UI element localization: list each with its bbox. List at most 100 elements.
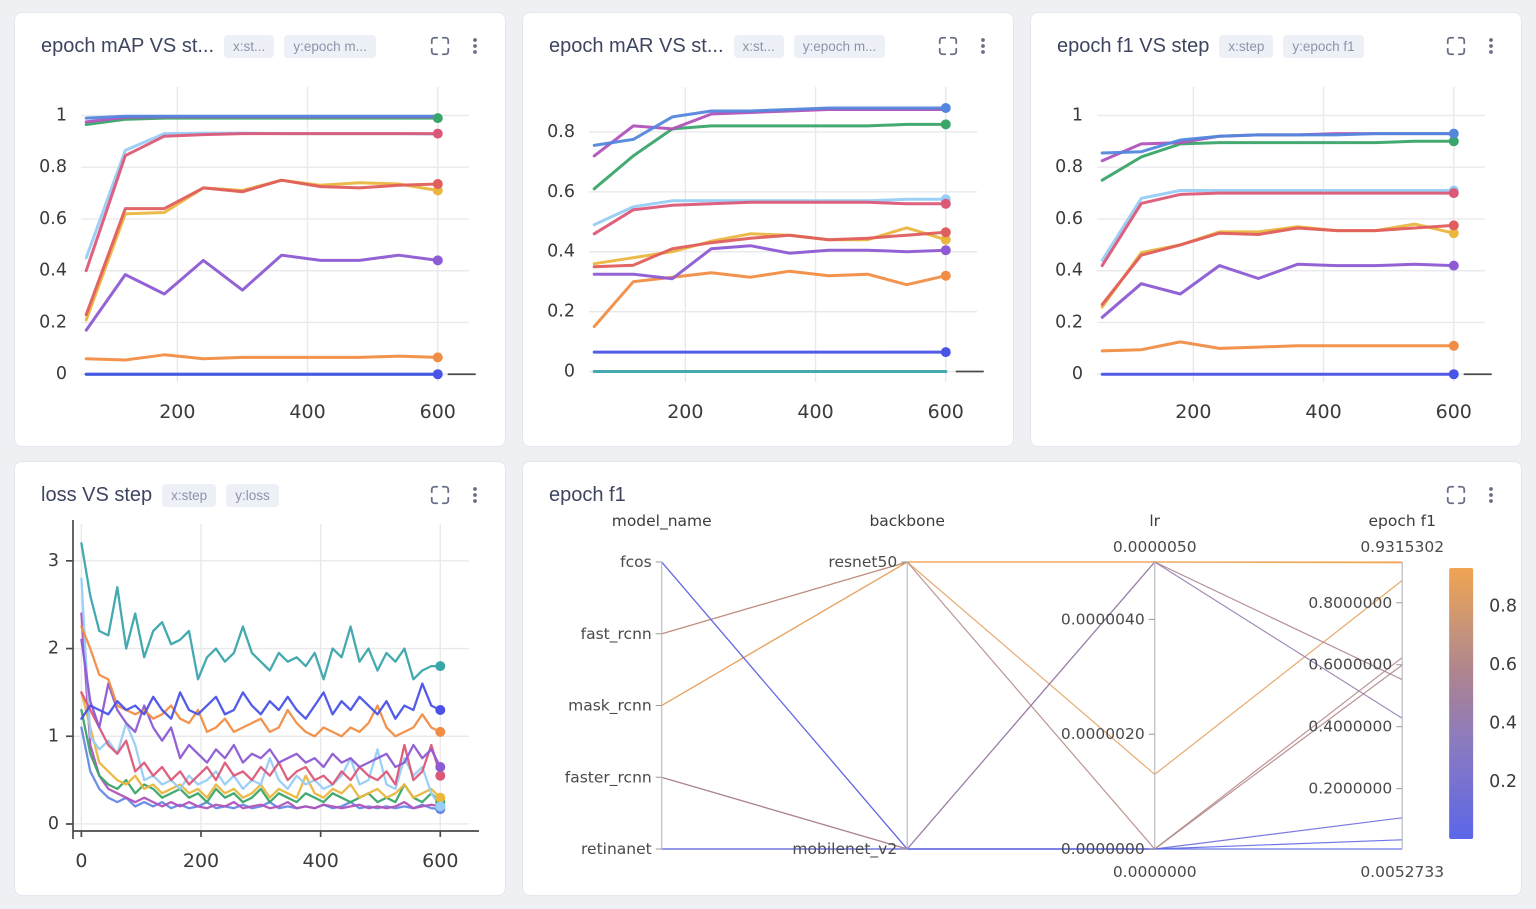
svg-text:600: 600 — [1436, 401, 1472, 423]
svg-text:0: 0 — [48, 814, 59, 834]
svg-text:600: 600 — [928, 401, 964, 423]
svg-text:0.2000000: 0.2000000 — [1308, 780, 1392, 798]
fullscreen-icon — [430, 485, 450, 505]
svg-text:0.2: 0.2 — [1055, 312, 1083, 332]
panel-header: loss VS step x:step y:loss — [15, 462, 505, 510]
panel-title: epoch f1 — [549, 483, 626, 506]
panel-menu-button[interactable] — [463, 483, 487, 507]
kebab-icon — [981, 38, 985, 54]
panel-menu-button[interactable] — [1479, 483, 1503, 507]
svg-text:fast_rcnn: fast_rcnn — [581, 625, 652, 644]
svg-text:600: 600 — [420, 401, 456, 423]
kebab-icon — [473, 38, 477, 54]
svg-text:epoch f1: epoch f1 — [1369, 512, 1436, 530]
parallel-chart[interactable]: model_name fcos fast_rcnn mask_rcnn faster_r… — [523, 510, 1521, 895]
kebab-icon — [1489, 487, 1493, 503]
panel-title: loss VS step — [41, 483, 153, 506]
x-axis-tag: x:step — [162, 483, 217, 507]
svg-text:0.6: 0.6 — [547, 182, 575, 202]
svg-text:lr: lr — [1149, 512, 1160, 530]
svg-text:0.0000040: 0.0000040 — [1061, 610, 1145, 628]
svg-text:400: 400 — [289, 401, 325, 423]
svg-text:retinanet: retinanet — [581, 840, 652, 858]
fullscreen-button[interactable] — [935, 33, 961, 59]
panel-title: epoch f1 VS step — [1057, 34, 1210, 57]
svg-text:200: 200 — [183, 850, 219, 872]
svg-text:0.4: 0.4 — [547, 242, 575, 262]
panel-epoch-map: epoch mAP VS st... x:st... y:epoch m... … — [14, 12, 506, 447]
svg-text:400: 400 — [1305, 401, 1341, 423]
y-axis-tag: y:loss — [226, 483, 279, 507]
svg-text:0: 0 — [56, 364, 67, 384]
panel-parallel-coordinates: epoch f1 model_name fcos fast_rcnn mask_rcn… — [522, 461, 1522, 896]
svg-text:0.0000000: 0.0000000 — [1061, 840, 1145, 858]
fullscreen-button[interactable] — [427, 33, 453, 59]
svg-text:0.6000000: 0.6000000 — [1308, 656, 1392, 674]
svg-text:400: 400 — [303, 850, 339, 872]
svg-text:0.2: 0.2 — [547, 302, 575, 322]
fullscreen-icon — [1446, 36, 1466, 56]
svg-text:0.4000000: 0.4000000 — [1308, 718, 1392, 736]
kebab-icon — [1489, 38, 1493, 54]
panel-title: epoch mAP VS st... — [41, 34, 215, 57]
svg-text:400: 400 — [797, 401, 833, 423]
fullscreen-button[interactable] — [1443, 482, 1469, 508]
svg-text:mobilenet_v2: mobilenet_v2 — [792, 840, 897, 859]
panel-loss: loss VS step x:step y:loss 0 1 2 3 0 200 400 60… — [14, 461, 506, 896]
fullscreen-button[interactable] — [427, 482, 453, 508]
svg-text:0.0000000: 0.0000000 — [1113, 863, 1197, 881]
svg-text:mask_rcnn: mask_rcnn — [568, 697, 652, 716]
svg-text:0.6: 0.6 — [1489, 655, 1517, 675]
svg-text:0.2: 0.2 — [39, 312, 67, 332]
svg-text:0: 0 — [75, 850, 87, 872]
svg-text:2: 2 — [48, 639, 59, 659]
panel-menu-button[interactable] — [971, 34, 995, 58]
svg-text:200: 200 — [1175, 401, 1211, 423]
map-chart[interactable]: 0 0.2 0.4 0.6 0.8 1 200 400 600 — [15, 61, 505, 446]
svg-text:0.0052733: 0.0052733 — [1360, 863, 1444, 881]
svg-text:faster_rcnn: faster_rcnn — [565, 768, 652, 787]
panel-menu-button[interactable] — [1479, 34, 1503, 58]
svg-text:600: 600 — [422, 850, 458, 872]
f1-chart[interactable]: 0 0.2 0.4 0.6 0.8 1 200 400 600 — [1031, 61, 1521, 446]
y-axis-tag: y:epoch f1 — [1283, 34, 1364, 58]
svg-text:0: 0 — [564, 362, 575, 382]
mar-chart[interactable]: 0 0.2 0.4 0.6 0.8 200 400 600 — [523, 61, 1013, 446]
svg-text:0.4: 0.4 — [1489, 714, 1517, 734]
svg-text:resnet50: resnet50 — [828, 553, 897, 571]
svg-text:backbone: backbone — [869, 512, 945, 530]
svg-text:0: 0 — [1072, 364, 1083, 384]
fullscreen-button[interactable] — [1443, 33, 1469, 59]
panel-title: epoch mAR VS st... — [549, 34, 724, 57]
fullscreen-icon — [1446, 485, 1466, 505]
svg-text:1: 1 — [56, 105, 67, 125]
y-axis-tag: y:epoch m... — [793, 34, 886, 58]
svg-text:0.8: 0.8 — [547, 122, 575, 142]
panel-header: epoch f1 — [523, 462, 1521, 510]
x-axis-tag: x:st... — [224, 34, 275, 58]
loss-chart[interactable]: 0 1 2 3 0 200 400 600 — [15, 510, 505, 895]
panel-epoch-f1: epoch f1 VS step x:step y:epoch f1 0 0.2 0… — [1030, 12, 1522, 447]
svg-text:0.9315302: 0.9315302 — [1360, 538, 1444, 556]
fullscreen-icon — [430, 36, 450, 56]
panel-menu-button[interactable] — [463, 34, 487, 58]
svg-text:0.2: 0.2 — [1489, 772, 1517, 792]
svg-text:1: 1 — [1072, 105, 1083, 125]
svg-text:0.8: 0.8 — [1489, 596, 1517, 616]
kebab-icon — [473, 487, 477, 503]
panel-header: epoch mAP VS st... x:st... y:epoch m... — [15, 13, 505, 61]
panel-epoch-mar: epoch mAR VS st... x:st... y:epoch m... … — [522, 12, 1014, 447]
svg-text:0.0000020: 0.0000020 — [1061, 725, 1145, 743]
svg-text:200: 200 — [159, 401, 195, 423]
svg-text:fcos: fcos — [620, 553, 652, 571]
svg-text:200: 200 — [667, 401, 703, 423]
x-axis-tag: x:step — [1219, 34, 1274, 58]
svg-text:0.8: 0.8 — [1055, 157, 1083, 177]
svg-text:0.0000050: 0.0000050 — [1113, 538, 1197, 556]
y-axis-tag: y:epoch m... — [284, 34, 376, 58]
svg-text:0.8000000: 0.8000000 — [1308, 594, 1392, 612]
panel-header: epoch f1 VS step x:step y:epoch f1 — [1031, 13, 1521, 61]
fullscreen-icon — [938, 36, 958, 56]
svg-text:0.8: 0.8 — [39, 157, 67, 177]
